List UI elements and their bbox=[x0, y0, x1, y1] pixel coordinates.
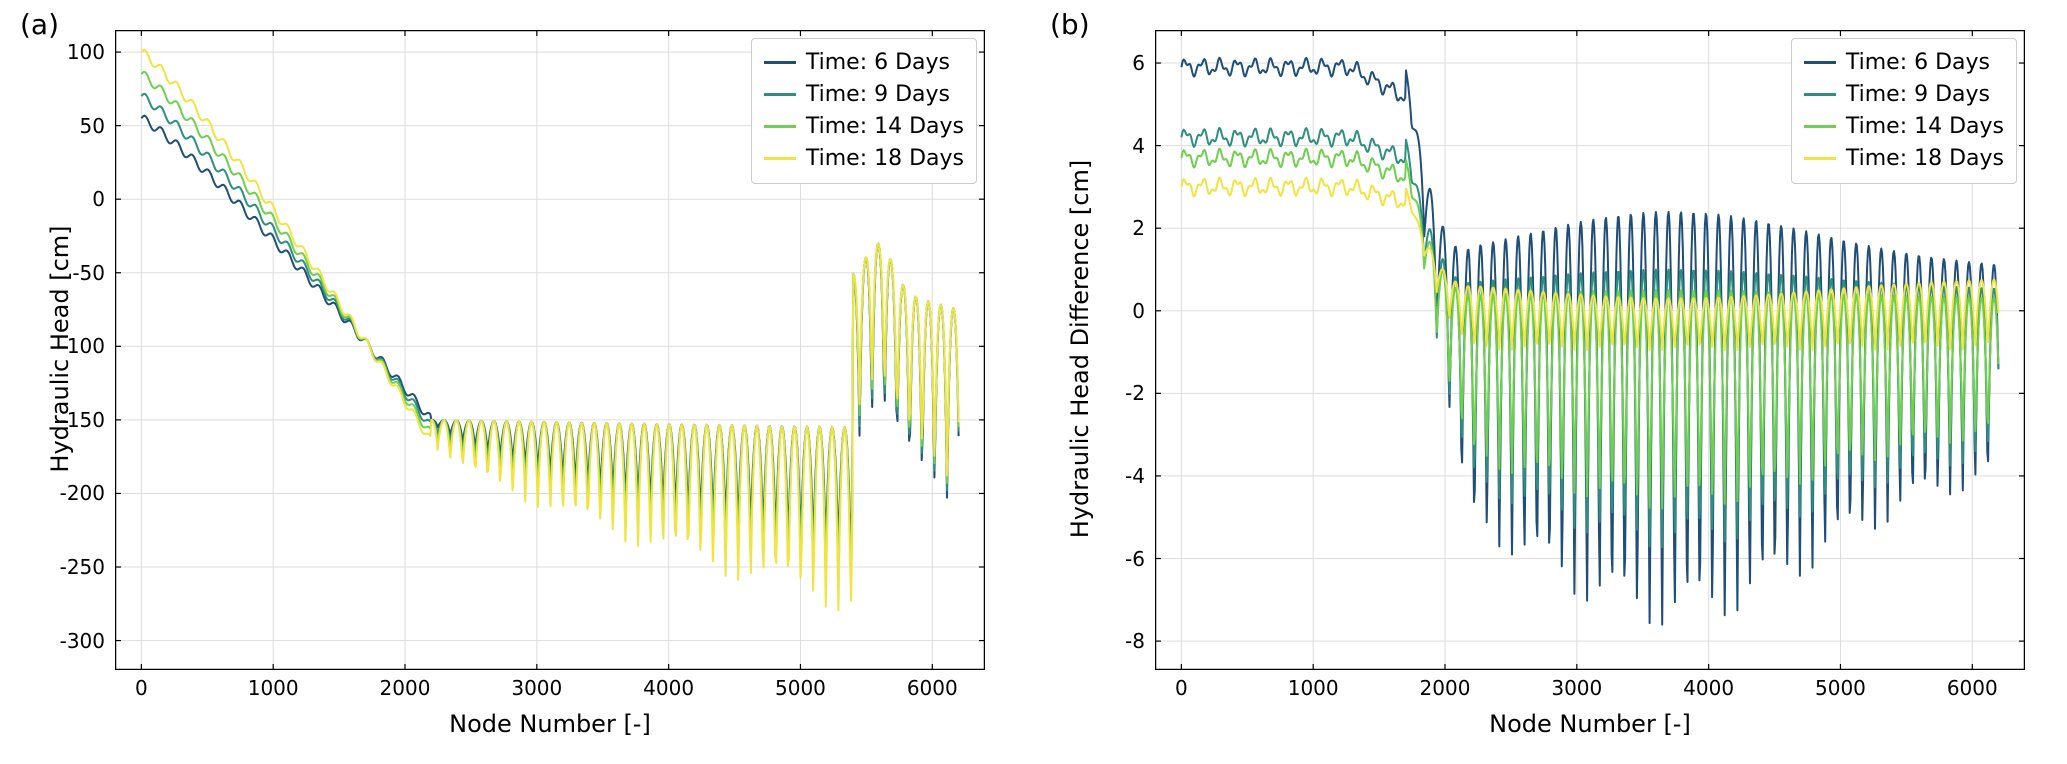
xtick-label: 1000 bbox=[1288, 676, 1339, 700]
legend-label: Time: 9 Days bbox=[1846, 79, 1990, 111]
legend-item: Time: 9 Days bbox=[1804, 79, 2004, 111]
legend-item: Time: 9 Days bbox=[764, 79, 964, 111]
ytick-label: -4 bbox=[1085, 464, 1145, 488]
legend-item: Time: 14 Days bbox=[1804, 111, 2004, 143]
legend-item: Time: 18 Days bbox=[1804, 143, 2004, 175]
legend-label: Time: 14 Days bbox=[1846, 111, 2004, 143]
ytick-label: -150 bbox=[45, 408, 105, 432]
ytick-label: -6 bbox=[1085, 547, 1145, 571]
ytick-label: -8 bbox=[1085, 629, 1145, 653]
legend-swatch bbox=[764, 125, 796, 128]
xtick-label: 3000 bbox=[1551, 676, 1602, 700]
ytick-label: 4 bbox=[1085, 134, 1145, 158]
chart-b: Time: 6 DaysTime: 9 DaysTime: 14 DaysTim… bbox=[1155, 30, 2025, 670]
ytick-label: -50 bbox=[45, 261, 105, 285]
legend-swatch bbox=[764, 157, 796, 160]
legend-b: Time: 6 DaysTime: 9 DaysTime: 14 DaysTim… bbox=[1791, 38, 2017, 184]
ytick-label: 6 bbox=[1085, 51, 1145, 75]
ytick-label: 2 bbox=[1085, 216, 1145, 240]
ytick-label: 0 bbox=[45, 187, 105, 211]
xtick-label: 5000 bbox=[1815, 676, 1866, 700]
legend-label: Time: 18 Days bbox=[1846, 143, 2004, 175]
chart-a-xlabel: Node Number [-] bbox=[115, 710, 985, 738]
xtick-label: 1000 bbox=[248, 676, 299, 700]
xtick-label: 0 bbox=[1175, 676, 1188, 700]
xtick-label: 2000 bbox=[1420, 676, 1471, 700]
legend-a: Time: 6 DaysTime: 9 DaysTime: 14 DaysTim… bbox=[751, 38, 977, 184]
legend-label: Time: 9 Days bbox=[806, 79, 950, 111]
legend-item: Time: 18 Days bbox=[764, 143, 964, 175]
legend-swatch bbox=[1804, 157, 1836, 160]
legend-swatch bbox=[1804, 61, 1836, 64]
legend-swatch bbox=[764, 93, 796, 96]
xtick-label: 3000 bbox=[511, 676, 562, 700]
xtick-label: 4000 bbox=[643, 676, 694, 700]
ytick-label: 50 bbox=[45, 114, 105, 138]
legend-label: Time: 18 Days bbox=[806, 143, 964, 175]
legend-item: Time: 6 Days bbox=[764, 47, 964, 79]
xtick-label: 2000 bbox=[380, 676, 431, 700]
xtick-label: 6000 bbox=[1947, 676, 1998, 700]
chart-a: Time: 6 DaysTime: 9 DaysTime: 14 DaysTim… bbox=[115, 30, 985, 670]
chart-b-ylabel: Hydraulic Head Difference [cm] bbox=[1066, 29, 1094, 669]
ytick-label: -2 bbox=[1085, 381, 1145, 405]
ytick-label: -250 bbox=[45, 555, 105, 579]
figure-root: (a) (b) Time: 6 DaysTime: 9 DaysTime: 14… bbox=[0, 0, 2067, 764]
xtick-label: 5000 bbox=[775, 676, 826, 700]
xtick-label: 6000 bbox=[907, 676, 958, 700]
legend-label: Time: 6 Days bbox=[806, 47, 950, 79]
legend-item: Time: 14 Days bbox=[764, 111, 964, 143]
xtick-label: 4000 bbox=[1683, 676, 1734, 700]
legend-swatch bbox=[1804, 93, 1836, 96]
xtick-label: 0 bbox=[135, 676, 148, 700]
ytick-label: 0 bbox=[1085, 299, 1145, 323]
legend-label: Time: 6 Days bbox=[1846, 47, 1990, 79]
legend-label: Time: 14 Days bbox=[806, 111, 964, 143]
legend-swatch bbox=[764, 61, 796, 64]
ytick-label: 100 bbox=[45, 40, 105, 64]
chart-b-xlabel: Node Number [-] bbox=[1155, 710, 2025, 738]
legend-item: Time: 6 Days bbox=[1804, 47, 2004, 79]
legend-swatch bbox=[1804, 125, 1836, 128]
ytick-label: -300 bbox=[45, 629, 105, 653]
ytick-label: -100 bbox=[45, 334, 105, 358]
ytick-label: -200 bbox=[45, 481, 105, 505]
